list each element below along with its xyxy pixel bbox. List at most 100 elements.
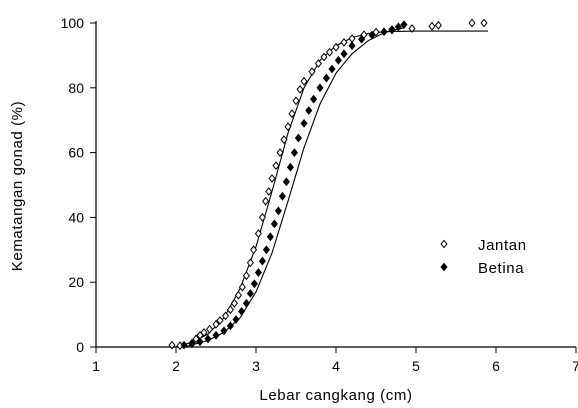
point-jantan <box>238 282 246 292</box>
point-jantan <box>206 324 214 334</box>
point-jantan <box>168 340 176 350</box>
legend-marker-jantan <box>440 239 448 249</box>
point-jantan <box>272 161 280 170</box>
point-betina <box>282 177 290 187</box>
y-tick-label: 80 <box>68 80 84 96</box>
point-betina <box>188 339 196 349</box>
x-tick-label: 3 <box>252 358 260 374</box>
point-betina <box>270 219 278 229</box>
y-tick-label: 40 <box>68 209 84 225</box>
x-tick-label: 7 <box>572 358 578 374</box>
point-jantan <box>200 328 208 337</box>
legend-label-jantan: Jantan <box>478 237 527 254</box>
point-betina <box>300 119 308 128</box>
point-jantan <box>212 319 220 329</box>
legend-item-betina: Betina <box>440 260 524 277</box>
point-jantan <box>340 38 348 47</box>
point-jantan <box>434 20 442 30</box>
point-betina <box>310 94 318 104</box>
point-betina <box>394 22 402 32</box>
point-jantan <box>308 67 316 76</box>
x-tick-label: 5 <box>412 358 420 374</box>
point-jantan <box>246 258 254 268</box>
point-betina <box>400 20 408 29</box>
point-betina <box>246 289 254 298</box>
point-betina <box>348 41 356 51</box>
point-betina <box>254 268 262 277</box>
point-jantan <box>230 298 238 308</box>
point-jantan <box>288 109 296 119</box>
y-tick-label: 0 <box>76 339 84 355</box>
point-jantan <box>265 187 273 196</box>
y-tick-label: 20 <box>68 274 84 290</box>
point-betina <box>212 330 220 340</box>
x-tick-label: 6 <box>492 358 500 374</box>
point-jantan <box>348 34 356 43</box>
point-jantan <box>258 213 266 222</box>
point-jantan <box>250 245 258 255</box>
point-jantan <box>242 271 250 281</box>
point-jantan <box>284 122 292 132</box>
point-betina <box>278 191 286 201</box>
point-betina <box>340 49 348 59</box>
point-betina <box>286 162 294 172</box>
point-jantan <box>268 174 276 183</box>
legend-item-jantan: Jantan <box>440 237 527 254</box>
point-jantan <box>234 290 242 300</box>
point-jantan <box>332 42 340 52</box>
point-jantan <box>216 316 224 325</box>
point-jantan <box>276 148 284 157</box>
point-betina <box>204 334 212 344</box>
point-jantan <box>296 85 304 94</box>
point-betina <box>242 298 250 308</box>
point-jantan <box>480 18 488 28</box>
fitted-curves <box>175 27 488 348</box>
curve-jantan <box>175 30 488 348</box>
point-betina <box>322 73 330 83</box>
y-tick-label: 60 <box>68 145 84 161</box>
point-betina <box>290 148 298 157</box>
point-jantan <box>292 96 300 106</box>
legend-marker-betina-shape <box>440 262 448 272</box>
point-jantan <box>468 18 476 28</box>
axes: 0 20 40 60 80 100 1 2 3 4 5 6 7 <box>61 15 578 374</box>
point-betina <box>232 315 240 324</box>
point-jantan <box>314 59 322 68</box>
point-betina <box>196 337 204 347</box>
x-axis-title: Lebar cangkang (cm) <box>259 387 412 404</box>
point-jantan <box>222 311 230 321</box>
point-betina <box>305 106 313 115</box>
point-jantan <box>428 21 436 31</box>
legend-marker-jantan-shape <box>440 239 448 249</box>
point-jantan <box>226 305 234 315</box>
point-jantan <box>372 27 380 37</box>
point-betina <box>274 206 282 216</box>
point-betina <box>334 55 342 65</box>
point-betina <box>328 64 336 74</box>
point-betina <box>380 27 388 37</box>
point-betina <box>226 321 234 331</box>
point-betina <box>238 307 246 316</box>
curve-betina <box>183 27 405 348</box>
x-tick-label: 2 <box>172 358 180 374</box>
point-betina <box>358 34 366 44</box>
point-betina <box>388 25 396 34</box>
point-betina <box>250 279 258 289</box>
y-axis-title: Kematangan gonad (%) <box>9 101 26 271</box>
legend-label-betina: Betina <box>478 260 524 277</box>
point-jantan <box>262 196 270 206</box>
x-tick-label: 1 <box>92 358 100 374</box>
point-jantan <box>192 334 200 344</box>
point-jantan <box>254 229 262 238</box>
point-betina <box>220 326 228 336</box>
point-betina <box>258 256 266 266</box>
y-tick-label: 100 <box>61 15 85 31</box>
data-markers <box>168 18 488 351</box>
point-betina <box>316 83 324 93</box>
point-betina <box>262 245 270 255</box>
point-betina <box>180 340 188 350</box>
point-betina <box>368 30 376 40</box>
legend-marker-betina <box>440 262 448 272</box>
point-jantan <box>320 52 328 62</box>
